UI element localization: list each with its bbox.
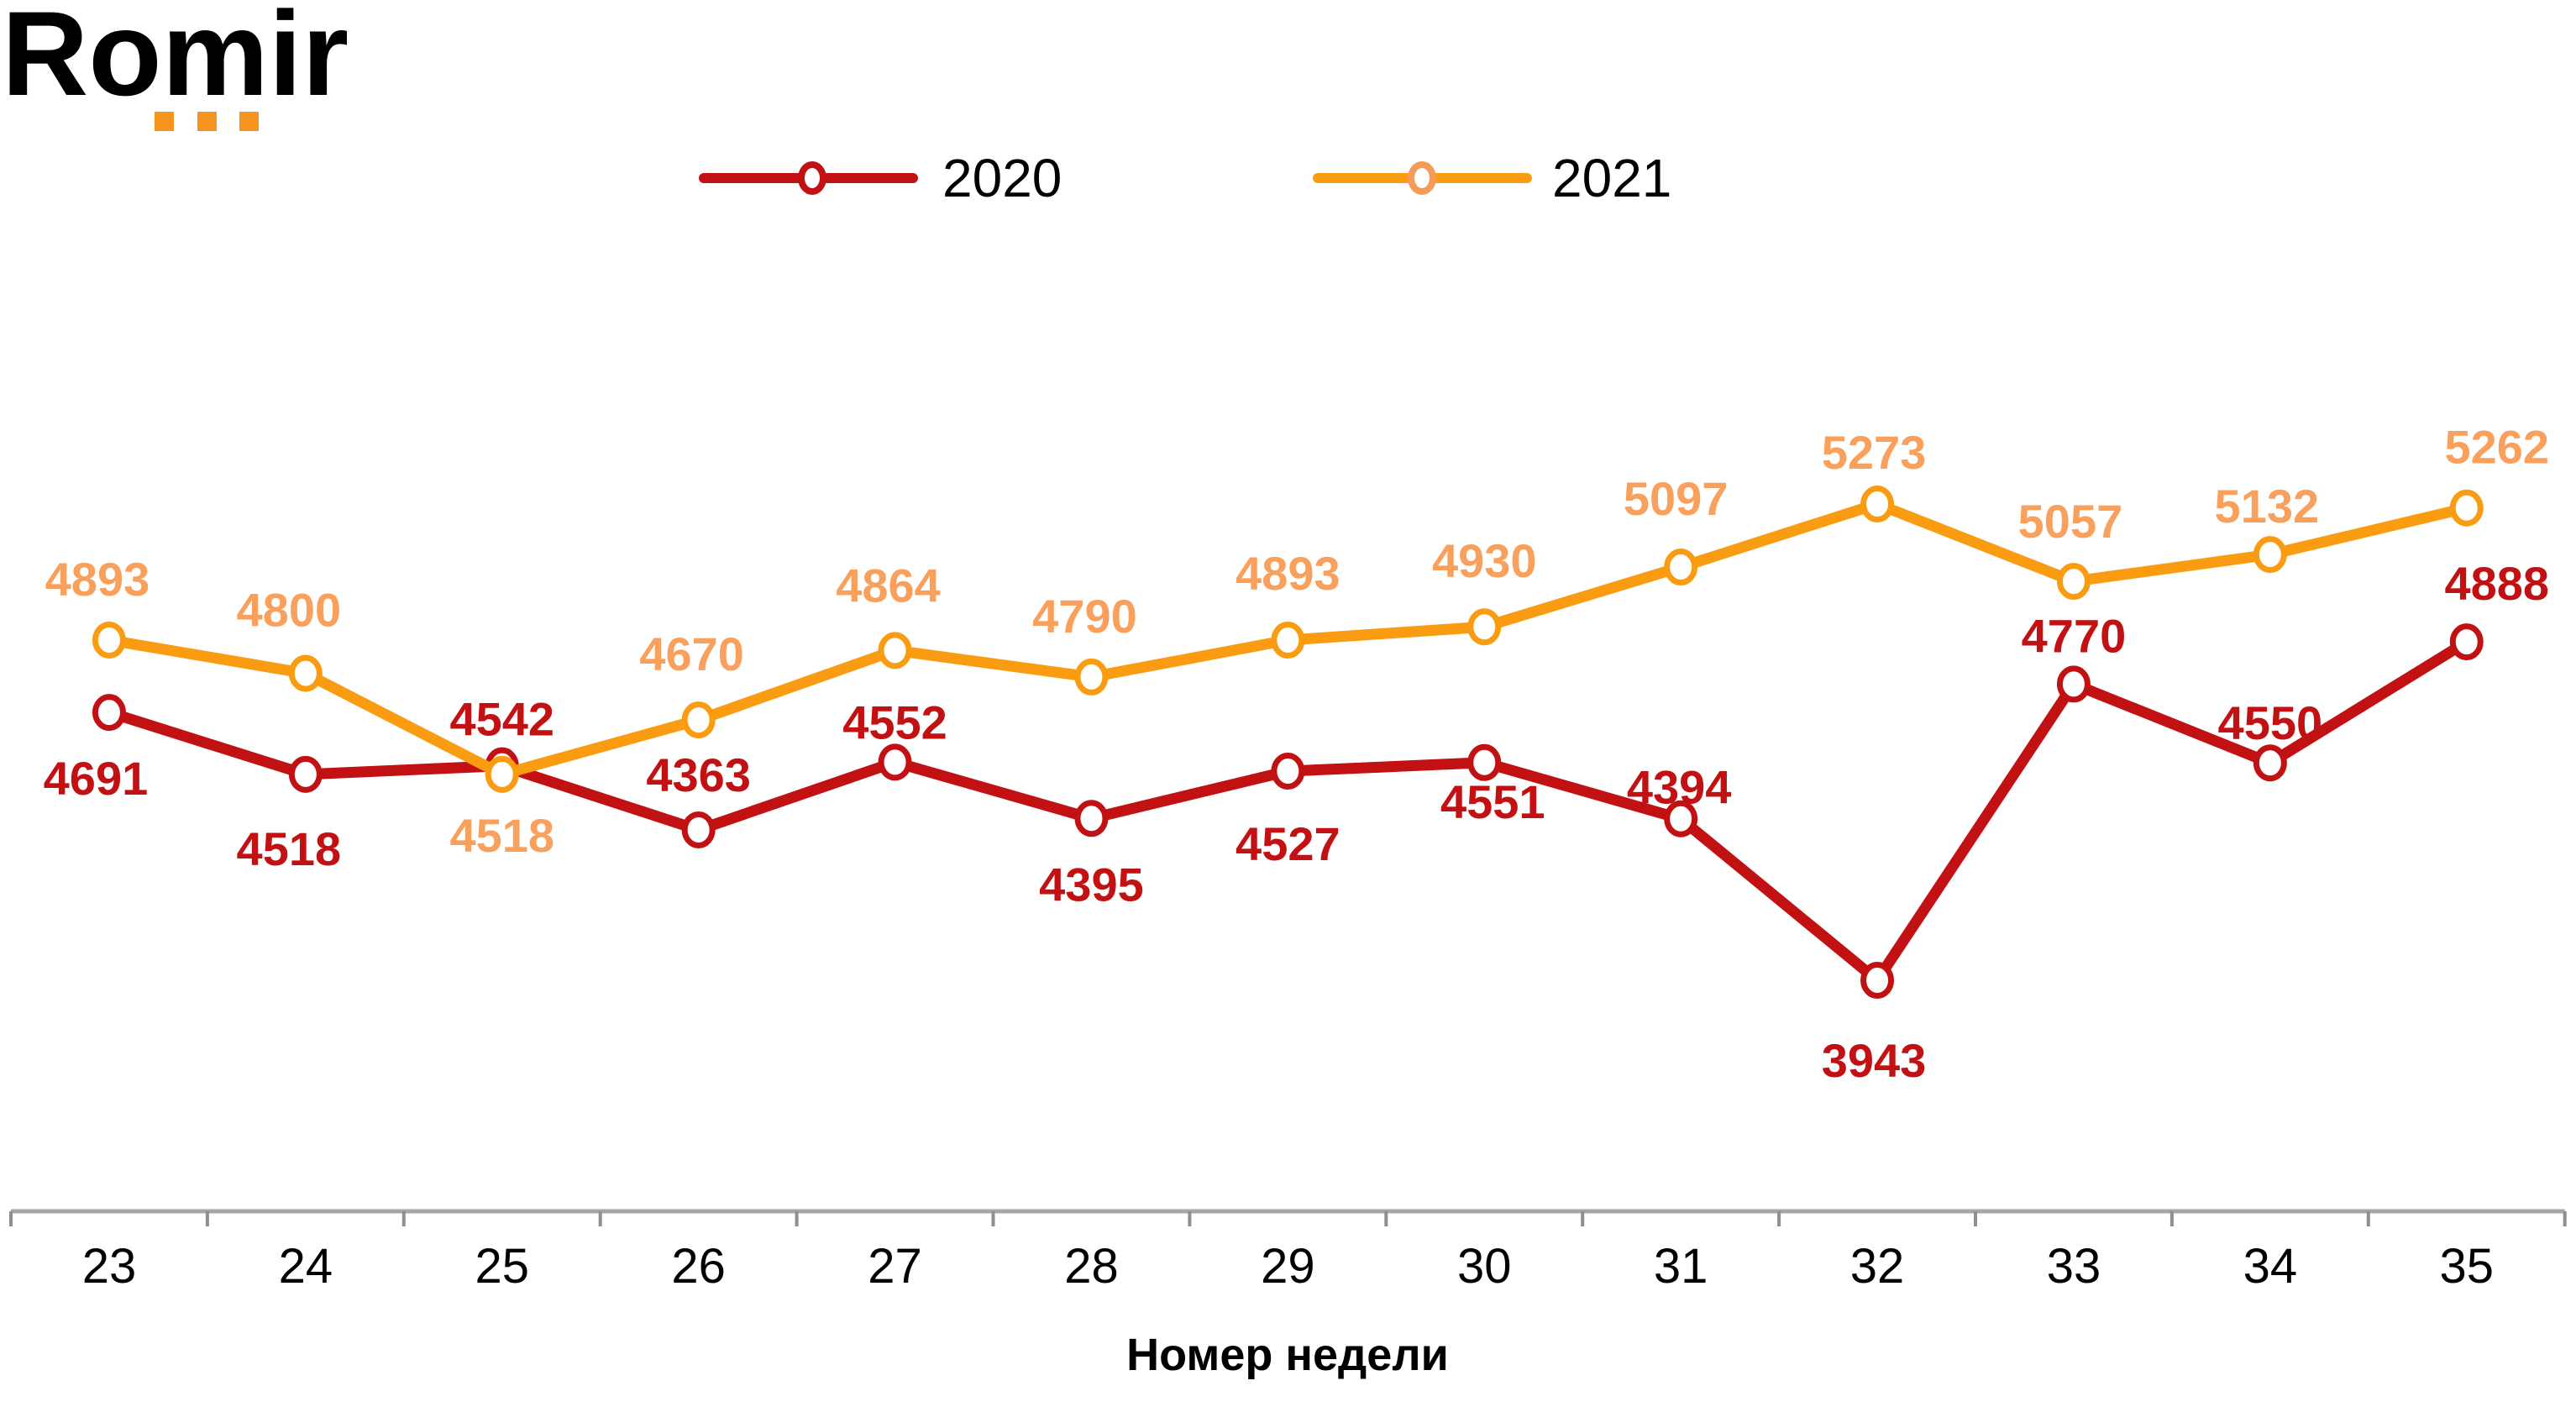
marker-2020-week-30 bbox=[1467, 743, 1502, 781]
marker-2020-week-33 bbox=[2056, 665, 2091, 703]
marker-2020-week-34 bbox=[2253, 744, 2287, 782]
marker-2021-week-33 bbox=[2056, 563, 2091, 601]
marker-2020-week-26 bbox=[681, 811, 716, 848]
legend-label-2021: 2021 bbox=[1552, 148, 1672, 208]
marker-2020-week-29 bbox=[1271, 753, 1305, 790]
marker-2021-week-35 bbox=[2449, 489, 2484, 527]
legend-label-2020: 2020 bbox=[942, 148, 1062, 208]
romir-logo-text: Romir bbox=[2, 0, 349, 121]
marker-2020-week-24 bbox=[288, 755, 323, 793]
data-label-2021-week-32: 5273 bbox=[1822, 426, 1927, 479]
data-label-2020-week-24: 4518 bbox=[237, 822, 342, 875]
marker-2021-week-34 bbox=[2253, 536, 2287, 574]
legend-marker-2020-icon bbox=[798, 161, 826, 195]
marker-2020-week-23 bbox=[92, 694, 126, 732]
data-label-2021-week-23: 4893 bbox=[45, 553, 150, 606]
marker-2020-week-31 bbox=[1664, 800, 1698, 837]
x-tick-label: 27 bbox=[868, 1239, 922, 1294]
data-label-2020-week-26: 4363 bbox=[646, 748, 751, 801]
marker-2020-week-32 bbox=[1860, 961, 1895, 999]
data-label-2020-week-23: 4691 bbox=[44, 752, 149, 805]
x-tick-label: 35 bbox=[2439, 1239, 2494, 1294]
data-label-2021-week-30: 4930 bbox=[1432, 534, 1537, 587]
logo-dot-icon bbox=[155, 112, 174, 131]
data-label-2020-week-34: 4550 bbox=[2218, 696, 2323, 749]
x-tick-label: 26 bbox=[671, 1239, 726, 1294]
x-tick-label: 29 bbox=[1261, 1239, 1315, 1294]
x-tick-label: 32 bbox=[1850, 1239, 1905, 1294]
x-tick-label: 25 bbox=[475, 1239, 529, 1294]
marker-2021-week-24 bbox=[288, 654, 323, 692]
marker-2021-week-32 bbox=[1860, 486, 1895, 523]
marker-2021-week-27 bbox=[878, 632, 912, 669]
data-label-2021-week-27: 4864 bbox=[836, 559, 941, 612]
marker-2021-week-31 bbox=[1664, 549, 1698, 586]
marker-2020-week-27 bbox=[878, 743, 912, 781]
x-tick-label: 34 bbox=[2243, 1239, 2298, 1294]
data-label-2021-week-25: 4518 bbox=[449, 809, 554, 862]
marker-2021-week-26 bbox=[681, 701, 716, 739]
data-label-2021-week-26: 4670 bbox=[639, 627, 744, 680]
marker-2020-week-28 bbox=[1074, 800, 1109, 837]
data-label-2021-week-34: 5132 bbox=[2215, 480, 2320, 533]
x-tick-label: 33 bbox=[2047, 1239, 2101, 1294]
marker-2021-week-23 bbox=[92, 622, 126, 659]
x-tick-label: 31 bbox=[1654, 1239, 1708, 1294]
data-label-2021-week-28: 4790 bbox=[1032, 590, 1137, 643]
data-label-2020-week-35: 4888 bbox=[2444, 557, 2549, 610]
marker-2021-week-30 bbox=[1467, 608, 1502, 646]
data-label-2021-week-35: 5262 bbox=[2444, 421, 2549, 474]
marker-2020-week-35 bbox=[2449, 623, 2484, 661]
romir-logo: Romir bbox=[2, 0, 438, 139]
data-label-2020-week-33: 4770 bbox=[2022, 609, 2127, 662]
marker-2021-week-25 bbox=[485, 755, 519, 793]
data-label-2020-week-27: 4552 bbox=[842, 696, 947, 748]
x-tick-label: 28 bbox=[1064, 1239, 1119, 1294]
marker-2021-week-28 bbox=[1074, 658, 1109, 696]
data-label-2020-week-28: 4395 bbox=[1039, 858, 1144, 911]
x-tick-label: 24 bbox=[279, 1239, 333, 1294]
marker-2021-week-29 bbox=[1271, 622, 1305, 659]
data-label-2020-week-30: 4551 bbox=[1440, 775, 1545, 828]
data-label-2021-week-29: 4893 bbox=[1236, 547, 1340, 600]
data-label-2021-week-31: 5097 bbox=[1624, 472, 1729, 525]
legend-marker-2021-icon bbox=[1408, 161, 1436, 195]
x-axis-title: Номер недели bbox=[1126, 1330, 1449, 1380]
data-label-2020-week-29: 4527 bbox=[1236, 817, 1340, 870]
x-tick-label: 30 bbox=[1457, 1239, 1512, 1294]
logo-dot-icon bbox=[197, 112, 217, 131]
logo-dot-icon bbox=[239, 112, 259, 131]
data-label-2021-week-33: 5057 bbox=[2018, 495, 2123, 548]
data-label-2021-week-24: 4800 bbox=[237, 584, 342, 637]
data-label-2020-week-32: 3943 bbox=[1822, 1034, 1927, 1087]
data-label-2020-week-25: 4542 bbox=[449, 693, 554, 746]
data-label-2020-week-31: 4394 bbox=[1627, 761, 1732, 814]
x-tick-label: 23 bbox=[82, 1239, 137, 1294]
